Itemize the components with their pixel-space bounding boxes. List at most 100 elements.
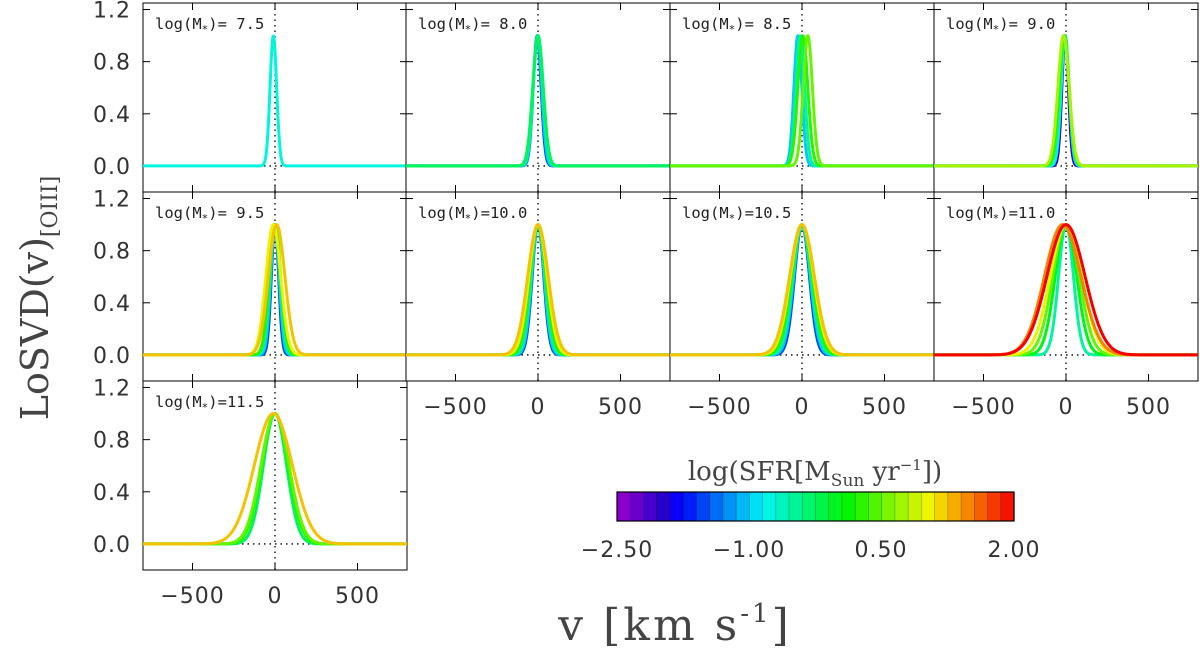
- y-tick-label: 0.8: [93, 240, 131, 265]
- panel: log(M*)=11.5 0.0 0.4 0.8 1.2 −500 0 500: [93, 377, 408, 609]
- x-axis-title-end: ]: [772, 600, 792, 651]
- colorbar-cell: [722, 491, 737, 522]
- colorbar-cell: [947, 491, 962, 522]
- x-tick-label: 0: [531, 395, 546, 420]
- colorbar-cell: [735, 491, 751, 522]
- colorbar: log(SFR[MSun yr−1]) −2.50 −1.00 0.50 2.0…: [581, 456, 1041, 563]
- x-axis-title: v [km s-1]: [557, 599, 791, 651]
- colorbar-title-mid: yr: [864, 457, 900, 487]
- colorbar-cell: [643, 491, 658, 522]
- colorbar-cell: [894, 491, 909, 522]
- panel-label: log(M*)=11.0: [946, 204, 1055, 225]
- y-tick-label: 0.0: [93, 344, 131, 369]
- colorbar-tick-label: −1.00: [713, 538, 785, 563]
- colorbar-cell: [960, 491, 976, 522]
- y-axis-title: LoSVD(v)[OIII]: [13, 176, 63, 420]
- losvd-curve: [669, 223, 935, 357]
- panel: log(M*)=10.0 −500 0 500: [405, 191, 671, 420]
- panel: log(M*)= 8.0: [405, 2, 671, 193]
- x-tick-label: −500: [423, 395, 487, 420]
- losvd-curve: [933, 34, 1199, 168]
- x-tick-label: 0: [1059, 395, 1074, 420]
- colorbar-tick-label: 2.00: [988, 538, 1041, 563]
- colorbar-cell: [907, 491, 923, 522]
- colorbar-cell: [616, 491, 631, 522]
- panel-label: log(M*)=10.0: [418, 204, 527, 225]
- colorbar-cell: [669, 491, 684, 522]
- colorbar-tick-label: −2.50: [581, 538, 653, 563]
- colorbar-title-pre: log(SFR[M: [688, 457, 831, 487]
- colorbar-cell: [696, 491, 711, 522]
- x-tick-label: 0: [795, 395, 810, 420]
- x-tick-label: 500: [1126, 395, 1171, 420]
- panel: log(M*)= 9.0: [933, 2, 1199, 193]
- panel-label: log(M*)=11.5: [155, 393, 264, 414]
- x-tick-label: −500: [160, 584, 224, 609]
- losvd-curve: [933, 223, 1199, 357]
- x-tick-label: 500: [335, 584, 380, 609]
- panel: log(M*)=10.5 −500 0 500: [669, 191, 935, 420]
- colorbar-cell: [775, 491, 790, 522]
- x-tick-label: −500: [951, 395, 1015, 420]
- x-axis-title-main: v [km s: [557, 600, 740, 651]
- y-tick-label: 0.0: [93, 155, 131, 180]
- x-tick-label: 500: [598, 395, 643, 420]
- losvd-curve: [142, 34, 408, 168]
- losvd-curve: [142, 223, 408, 357]
- losvd-curve: [142, 412, 408, 546]
- panel: log(M*)= 9.5 0.0 0.4 0.8 1.2: [93, 188, 408, 382]
- y-tick-label: 1.2: [93, 377, 131, 402]
- colorbar-title-sub: Sun: [831, 471, 865, 491]
- colorbar-cell: [828, 491, 843, 522]
- y-tick-label: 0.0: [93, 533, 131, 558]
- panel-label: log(M*)= 9.5: [155, 204, 264, 225]
- y-axis-title-sub: [OIII]: [38, 176, 63, 237]
- colorbar-cell: [815, 491, 830, 522]
- colorbar-cell: [841, 491, 856, 522]
- colorbar-cell: [868, 491, 883, 522]
- colorbar-cell: [854, 491, 870, 522]
- y-tick-label: 1.2: [93, 188, 131, 213]
- y-tick-label: 0.8: [93, 51, 131, 76]
- y-tick-label: 0.4: [93, 103, 131, 128]
- x-tick-label: 0: [268, 584, 283, 609]
- colorbar-cell: [934, 491, 949, 522]
- panel-label: log(M*)= 7.5: [155, 15, 264, 36]
- panel: log(M*)=11.0 −500 0 500: [933, 191, 1199, 420]
- colorbar-cell: [788, 491, 803, 522]
- panel: log(M*)= 8.5: [669, 2, 935, 193]
- y-axis-title-main: LoSVD(v): [13, 237, 57, 420]
- colorbar-cell: [987, 491, 1002, 522]
- x-tick-label: 500: [862, 395, 907, 420]
- colorbar-cell: [1000, 491, 1015, 522]
- panel-label: log(M*)= 8.0: [418, 15, 527, 36]
- y-tick-label: 0.4: [93, 292, 131, 317]
- losvd-curve: [405, 223, 671, 357]
- colorbar-cell: [656, 491, 671, 522]
- colorbar-cell: [801, 491, 817, 522]
- colorbar-cell: [973, 491, 989, 522]
- colorbar-cell: [749, 491, 764, 522]
- colorbar-cell: [709, 491, 724, 522]
- colorbar-cell: [762, 491, 777, 522]
- colorbar-title-sup: −1: [900, 456, 922, 474]
- y-tick-label: 1.2: [93, 0, 131, 24]
- panel: log(M*)= 7.5 0.0 0.4 0.8 1.2: [93, 0, 408, 193]
- losvd-curve: [405, 34, 671, 168]
- colorbar-title: log(SFR[MSun yr−1]): [688, 456, 942, 491]
- colorbar-cell: [682, 491, 698, 522]
- y-tick-label: 0.8: [93, 429, 131, 454]
- colorbar-title-end: ]): [922, 457, 942, 487]
- losvd-curve: [669, 34, 935, 168]
- panel-label: log(M*)=10.5: [682, 204, 791, 225]
- x-axis-title-sup: -1: [740, 599, 771, 629]
- y-tick-label: 0.4: [93, 481, 131, 506]
- panel-label: log(M*)= 8.5: [682, 15, 791, 36]
- colorbar-cell: [629, 491, 645, 522]
- colorbar-cell: [921, 491, 936, 522]
- colorbar-cell: [881, 491, 896, 522]
- colorbar-tick-label: 0.50: [855, 538, 908, 563]
- x-tick-label: −500: [687, 395, 751, 420]
